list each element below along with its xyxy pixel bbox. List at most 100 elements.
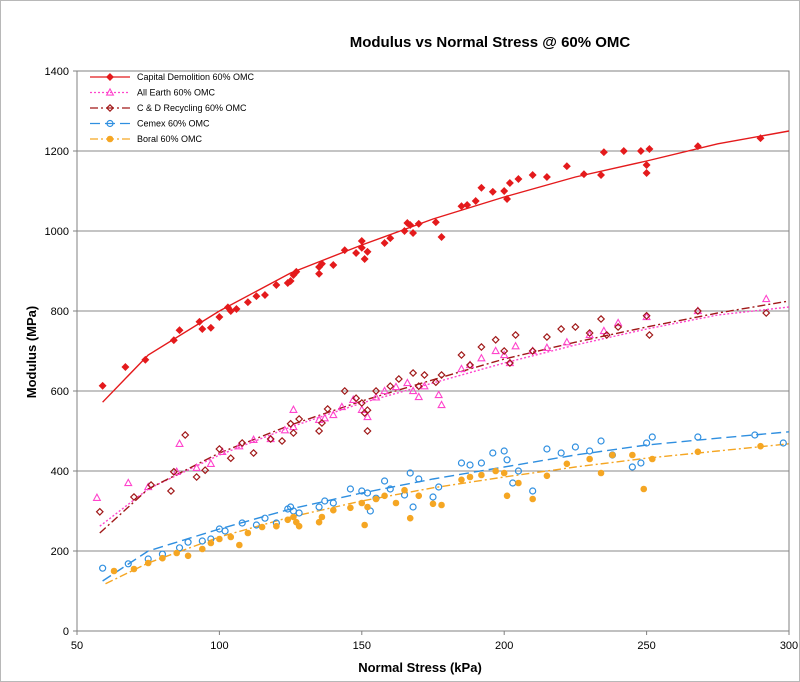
data-point bbox=[166, 486, 176, 496]
trend-line bbox=[105, 443, 790, 585]
data-point bbox=[609, 451, 616, 459]
data-point bbox=[98, 381, 107, 390]
legend-marker bbox=[106, 119, 114, 128]
data-point bbox=[406, 469, 414, 477]
data-point bbox=[542, 173, 551, 181]
data-point bbox=[216, 535, 223, 543]
data-point bbox=[511, 330, 520, 340]
data-point bbox=[201, 466, 210, 475]
x-tick-label: 150 bbox=[353, 640, 371, 652]
data-point bbox=[363, 426, 372, 436]
legend-marker bbox=[105, 103, 115, 113]
y-tick-label: 1400 bbox=[45, 66, 69, 78]
data-point bbox=[272, 281, 281, 289]
data-point bbox=[244, 529, 252, 537]
data-point bbox=[215, 444, 224, 454]
data-point bbox=[477, 353, 486, 362]
data-point bbox=[386, 485, 394, 493]
data-point bbox=[363, 489, 372, 497]
data-point bbox=[477, 183, 486, 192]
data-point bbox=[340, 386, 349, 396]
data-point bbox=[694, 433, 702, 441]
data-point bbox=[505, 179, 514, 187]
data-point bbox=[340, 246, 349, 255]
data-point bbox=[318, 513, 326, 521]
data-point bbox=[266, 434, 275, 444]
data-point bbox=[175, 326, 184, 335]
data-point bbox=[261, 514, 269, 522]
data-point bbox=[579, 170, 588, 179]
data-point bbox=[415, 492, 423, 500]
data-point bbox=[640, 485, 648, 493]
data-point bbox=[207, 539, 215, 547]
data-point bbox=[175, 544, 184, 552]
data-point bbox=[361, 521, 368, 529]
data-point bbox=[420, 381, 429, 390]
data-point bbox=[585, 328, 594, 338]
data-point bbox=[357, 237, 366, 245]
data-point bbox=[295, 414, 304, 424]
data-point bbox=[437, 233, 446, 241]
y-tick-label: 800 bbox=[51, 306, 69, 318]
data-point bbox=[121, 363, 130, 371]
data-point bbox=[642, 311, 651, 320]
legend-label: C & D Recycling 60% OMC bbox=[137, 103, 247, 113]
data-point bbox=[221, 527, 229, 535]
data-point bbox=[192, 472, 201, 482]
trend-line bbox=[102, 130, 790, 403]
data-point bbox=[586, 447, 594, 455]
data-point bbox=[403, 378, 412, 387]
data-point bbox=[562, 337, 572, 346]
data-point bbox=[357, 405, 367, 413]
data-point bbox=[415, 475, 423, 483]
data-point bbox=[198, 537, 206, 545]
data-point bbox=[184, 552, 192, 560]
data-point bbox=[329, 261, 338, 269]
data-point bbox=[471, 197, 480, 205]
data-point bbox=[110, 567, 118, 575]
data-point bbox=[124, 560, 132, 568]
data-point bbox=[420, 370, 429, 380]
data-point bbox=[491, 335, 500, 344]
data-point bbox=[372, 495, 380, 503]
data-point bbox=[295, 509, 303, 517]
data-point bbox=[457, 459, 466, 467]
plot-area bbox=[76, 70, 790, 632]
data-point bbox=[347, 504, 354, 512]
data-point bbox=[360, 255, 369, 263]
data-point bbox=[380, 386, 389, 395]
data-point bbox=[599, 148, 608, 157]
data-point bbox=[249, 448, 258, 458]
data-point bbox=[648, 433, 656, 441]
data-point bbox=[346, 485, 355, 493]
data-point bbox=[409, 368, 418, 378]
data-point bbox=[636, 147, 645, 155]
data-point bbox=[645, 330, 654, 340]
data-point bbox=[123, 478, 133, 487]
data-point bbox=[329, 499, 337, 507]
data-point bbox=[514, 175, 523, 183]
data-point bbox=[457, 202, 466, 211]
data-point bbox=[95, 507, 104, 516]
axis-ticks: 0 200 400 600 800 1000 1200 1400 50 100 150 200 250 3… bbox=[45, 66, 799, 652]
data-point bbox=[215, 313, 224, 321]
data-point bbox=[409, 503, 417, 511]
data-point bbox=[175, 439, 184, 447]
data-point bbox=[614, 322, 623, 332]
data-point bbox=[528, 346, 537, 356]
data-point bbox=[320, 413, 330, 422]
data-point bbox=[371, 392, 381, 401]
data-point bbox=[693, 306, 702, 316]
legend-label: Capital Demolition 60% OMC bbox=[137, 72, 255, 82]
data-point bbox=[629, 451, 636, 459]
data-point bbox=[371, 386, 381, 396]
data-point bbox=[571, 443, 580, 451]
data-point bbox=[509, 479, 517, 487]
data-point bbox=[429, 500, 437, 508]
data-point bbox=[457, 350, 466, 360]
data-point bbox=[599, 326, 609, 335]
data-point bbox=[380, 239, 389, 247]
data-point bbox=[337, 402, 347, 411]
y-axis-title: Modulus (MPa) bbox=[24, 306, 39, 398]
